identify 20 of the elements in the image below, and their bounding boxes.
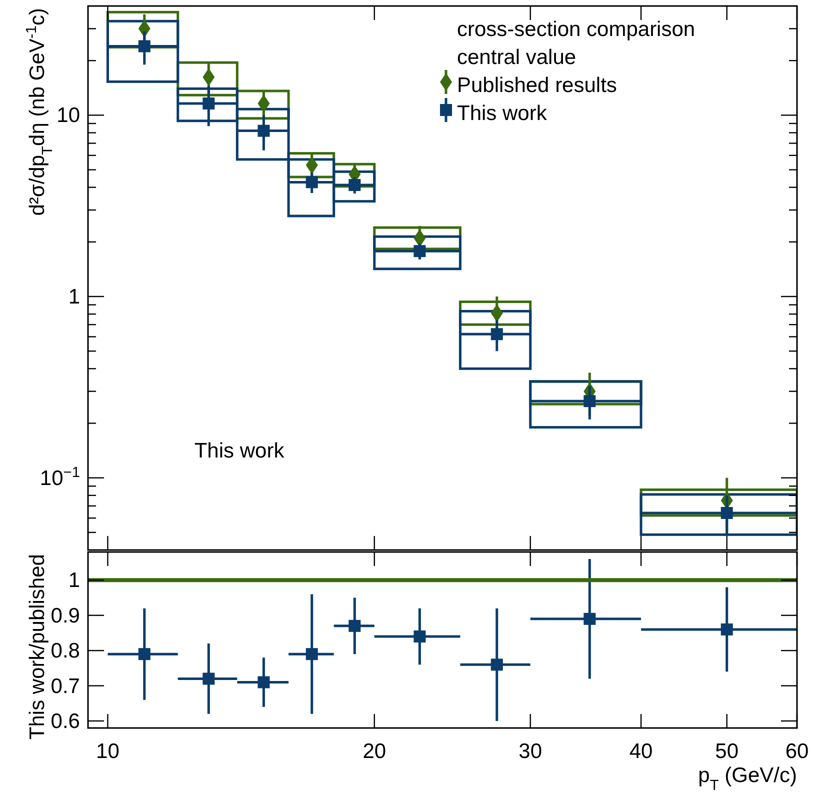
y-axis-title: This work/published: [26, 554, 49, 740]
x-tick-label: 20: [362, 740, 386, 763]
legend-label: Published results: [457, 74, 617, 97]
x-tick-label: 60: [785, 740, 809, 763]
y-tick-label: 0.7: [50, 674, 80, 698]
x-axis-title: p$_{T}$ (GeV/c): [698, 764, 797, 792]
y-tick-label: 1: [68, 286, 80, 309]
y-tick-label: 0.6: [50, 710, 80, 733]
annotation: This work: [194, 440, 285, 463]
y-tick-label: 1: [68, 569, 80, 592]
x-tick-label: 10: [96, 740, 120, 763]
legend-label: This work: [457, 102, 548, 125]
y-tick-label: 0.8: [50, 640, 80, 663]
x-tick-label: 40: [629, 740, 653, 763]
x-tick-label: 50: [715, 740, 739, 763]
legend-title: cross-section comparison central value: [457, 18, 696, 69]
y-tick-label: 10: [56, 104, 80, 128]
y-tick-label: 10$^{−1}$: [40, 464, 80, 490]
x-tick-label: 30: [518, 740, 542, 763]
y-tick-label: 0.9: [50, 604, 80, 628]
